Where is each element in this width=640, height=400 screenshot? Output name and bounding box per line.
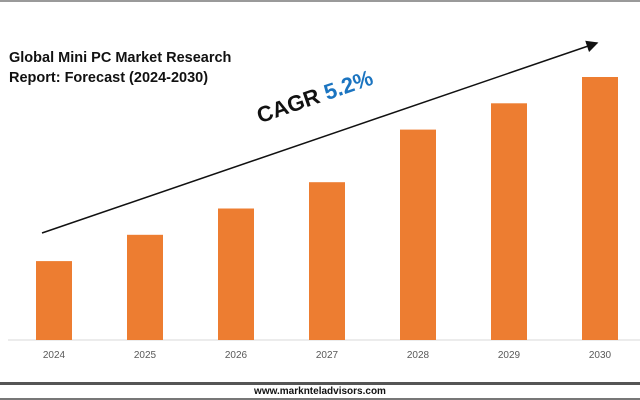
bottom-border (0, 398, 640, 400)
bar-2025 (127, 234, 163, 340)
x-tick-label: 2026 (225, 350, 248, 361)
x-tick-label: 2025 (134, 350, 157, 361)
x-tick-label: 2028 (407, 350, 430, 361)
bar-2026 (218, 208, 254, 340)
x-tick-label: 2027 (316, 350, 339, 361)
growth-arrow (41, 40, 599, 234)
x-tick-label: 2024 (43, 350, 66, 361)
bar-2029 (491, 103, 527, 340)
x-tick-label: 2029 (498, 350, 521, 361)
footer-divider (0, 382, 640, 385)
x-tick-label: 2030 (589, 350, 612, 361)
bar-2028 (400, 129, 436, 340)
footer-url: www.marknteladvisors.com (254, 386, 386, 397)
top-border (0, 0, 640, 2)
bar-2030 (582, 77, 618, 340)
bar-2024 (36, 261, 72, 340)
bar-2027 (309, 182, 345, 340)
chart-title: Global Mini PC Market Research Report: F… (9, 50, 232, 86)
